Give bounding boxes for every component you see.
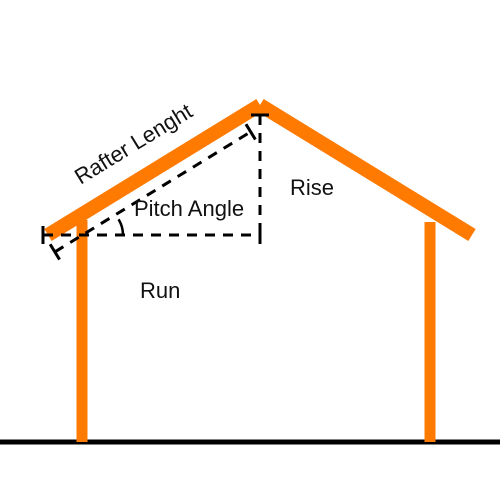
rise-label: Rise: [290, 175, 334, 201]
pitch-angle-label: Pitch Angle: [134, 196, 244, 222]
diagram-svg: [0, 0, 500, 500]
roof-pitch-diagram: Rafter Lenght Pitch Angle Rise Run: [0, 0, 500, 500]
run-label: Run: [140, 278, 180, 304]
